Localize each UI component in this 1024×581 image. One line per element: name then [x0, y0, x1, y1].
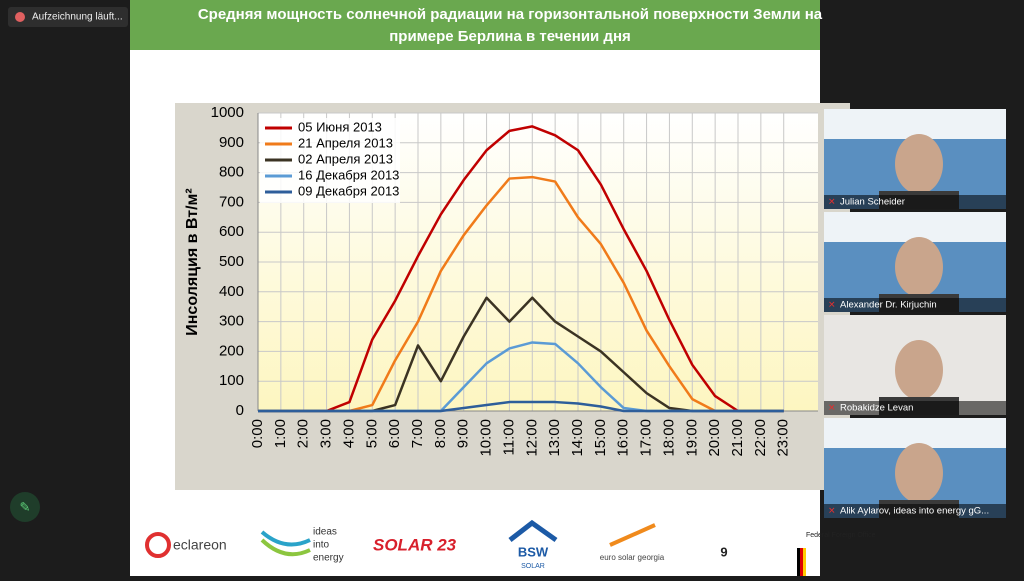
legend-label: 02 Апреля 2013: [298, 151, 393, 166]
x-tick-label: 3:00: [318, 419, 335, 448]
flag: [797, 548, 800, 576]
slide-header: [130, 0, 820, 50]
logo: into: [313, 540, 330, 551]
x-tick-label: 5:00: [363, 419, 380, 448]
person-head: [895, 237, 943, 297]
x-tick-label: 11:00: [500, 419, 517, 455]
eclareon-icon: [145, 532, 171, 558]
logo: ideas: [313, 527, 337, 538]
mic-muted-icon: ✕: [828, 402, 836, 412]
logo-bar: eclareon ideas into energy SOLAR 23 BSW …: [145, 519, 876, 576]
legend-label: 21 Апреля 2013: [298, 135, 393, 150]
page-number: 9: [720, 544, 727, 559]
y-tick-label: 300: [219, 313, 244, 330]
mic-muted-icon: ✕: [828, 299, 836, 309]
logo: eclareon: [173, 537, 227, 553]
x-tick-label: 1:00: [272, 419, 289, 448]
participant-tiles: Julian Scheider ✕ Alexander Dr. Kirjuchin ✕…: [824, 109, 1006, 518]
x-tick-label: 14:00: [569, 419, 586, 457]
video-background: [824, 418, 1006, 448]
y-tick-label: 100: [219, 372, 244, 389]
slide-title: примере Берлина в течении дня: [389, 28, 631, 45]
logo: BSW: [518, 544, 549, 559]
x-tick-label: 9:00: [455, 419, 472, 448]
participant-name: Alik Aylarov, ideas into energy gG...: [840, 506, 989, 517]
flag: [803, 548, 806, 576]
x-tick-label: 4:00: [340, 419, 357, 448]
y-tick-label: 400: [219, 283, 244, 300]
logo: Federal Foreign Office: [806, 532, 876, 539]
y-tick-label: 200: [219, 342, 244, 359]
y-tick-label: 800: [219, 164, 244, 181]
y-tick-label: 900: [219, 134, 244, 151]
x-tick-label: 17:00: [638, 419, 655, 457]
name-plate: [824, 504, 1006, 518]
series-line: [258, 400, 784, 413]
x-tick-label: 16:00: [615, 419, 632, 457]
person-head: [895, 340, 943, 400]
recording-text: Aufzeichnung läuft...: [32, 12, 123, 23]
logo: SOLAR 23: [373, 535, 457, 554]
y-tick-label: 0: [236, 402, 244, 419]
legend-label: 05 Июня 2013: [298, 119, 382, 134]
name-plate: [824, 195, 1006, 209]
logo: SOLAR: [521, 563, 545, 570]
participant-name: Robakidze Levan: [840, 403, 913, 414]
x-tick-label: 0:00: [249, 419, 266, 448]
logo: energy: [313, 553, 344, 564]
video-background: [824, 212, 1006, 242]
participant-name: Julian Scheider: [840, 197, 905, 208]
x-tick-label: 20:00: [706, 419, 723, 457]
logo: euro solar georgia: [600, 553, 665, 562]
x-tick-label: 13:00: [546, 419, 563, 457]
y-tick-label: 700: [219, 193, 244, 210]
recording-badge: [8, 7, 128, 27]
name-plate: [824, 401, 1006, 415]
y-tick-label: 1000: [211, 104, 244, 121]
mic-muted-icon: ✕: [828, 196, 836, 206]
x-tick-label: 10:00: [478, 419, 495, 457]
y-tick-label: 600: [219, 223, 244, 240]
recording-icon: [15, 12, 25, 22]
name-plate: [824, 298, 1006, 312]
logo-swoosh: [260, 530, 311, 547]
x-tick-label: 12:00: [523, 419, 540, 457]
logo-swoosh: [609, 523, 656, 547]
x-tick-label: 6:00: [386, 419, 403, 448]
person-head: [895, 443, 943, 503]
mic-muted-icon: ✕: [828, 505, 836, 515]
person-head: [895, 134, 943, 194]
x-tick-label: 21:00: [729, 419, 746, 457]
y-axis-label: Инсоляция в Вт/м²: [184, 188, 201, 335]
x-tick-label: 8:00: [432, 419, 449, 448]
participant-name: Alexander Dr. Kirjuchin: [840, 300, 937, 311]
pencil-icon: ✎: [20, 499, 31, 514]
x-tick-label: 23:00: [775, 419, 792, 457]
flag: [800, 548, 803, 576]
legend-label: 16 Декабря 2013: [298, 167, 399, 182]
x-tick-label: 7:00: [409, 419, 426, 448]
slide-title: Средняя мощность солнечной радиации на г…: [198, 6, 823, 23]
x-tick-label: 18:00: [660, 419, 677, 457]
logo-swoosh: [260, 538, 311, 557]
video-background: [824, 109, 1006, 139]
x-tick-label: 22:00: [752, 419, 769, 457]
annotate-button[interactable]: [10, 492, 40, 522]
y-tick-label: 500: [219, 253, 244, 270]
logo-roof: [508, 519, 558, 543]
series-line: [258, 125, 784, 413]
x-tick-label: 15:00: [592, 419, 609, 457]
legend-label: 09 Декабря 2013: [298, 183, 399, 198]
x-tick-label: 2:00: [295, 419, 312, 448]
chart: 0 100 200 300 400 500 600 700 800 900 1000 0:00 1:00…: [184, 104, 818, 457]
x-tick-label: 19:00: [683, 419, 700, 457]
